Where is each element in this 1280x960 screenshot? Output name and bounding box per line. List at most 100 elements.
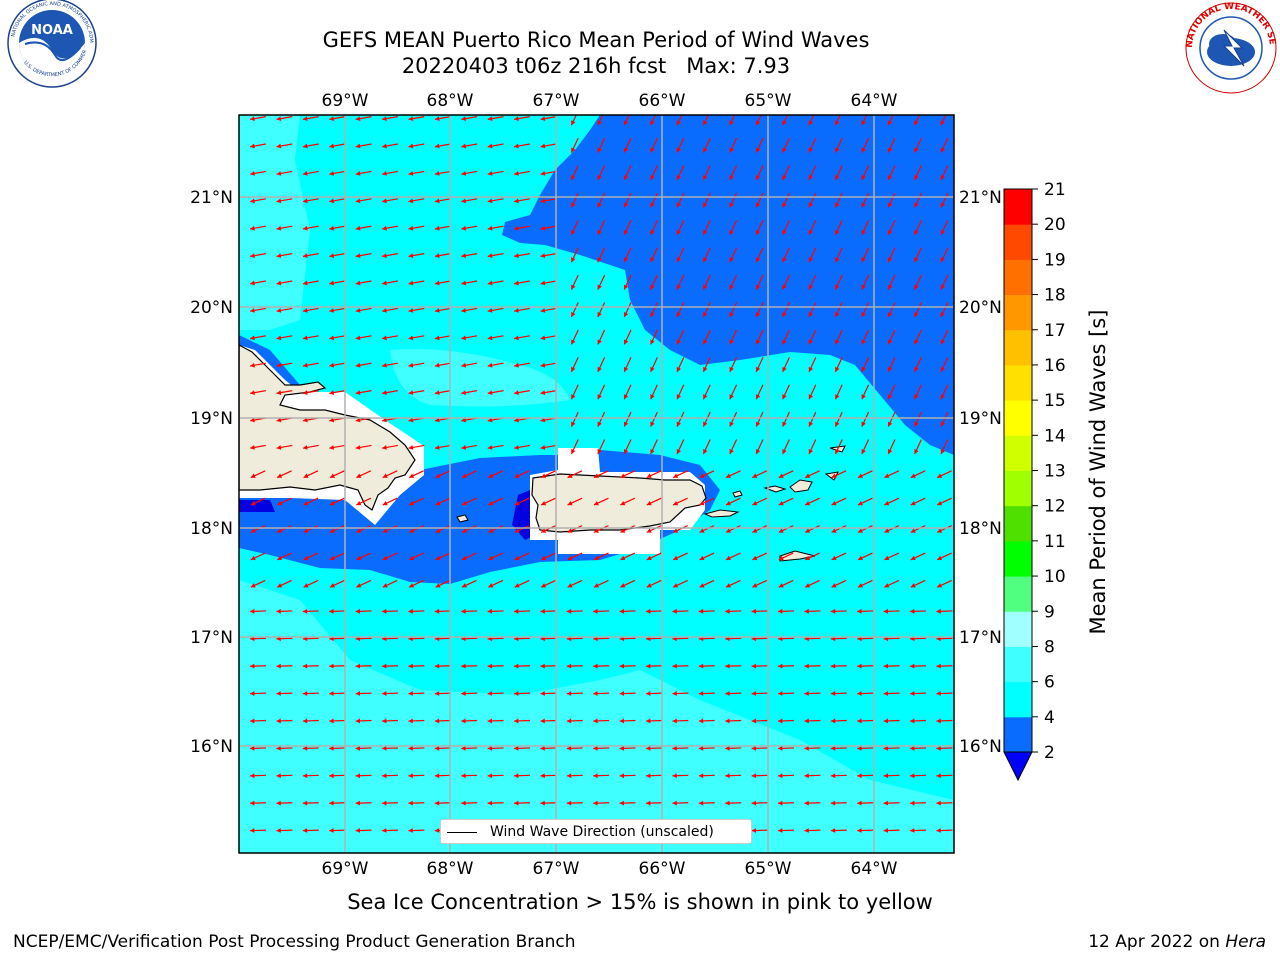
wind-wave-arrow	[857, 745, 874, 751]
wind-wave-arrow	[940, 302, 949, 318]
wind-wave-arrow	[623, 115, 630, 126]
wind-wave-arrow	[355, 691, 372, 696]
wind-wave-arrow	[461, 608, 478, 614]
wind-wave-arrow	[514, 390, 530, 395]
wind-wave-arrow	[940, 192, 949, 208]
wind-wave-arrow	[593, 608, 610, 614]
wind-wave-arrow	[777, 663, 795, 669]
wind-wave-arrow	[540, 225, 557, 231]
wind-wave-arrow	[302, 307, 319, 313]
wind-wave-arrow	[672, 773, 689, 779]
wind-wave-arrow	[382, 552, 398, 561]
wind-wave-arrow	[725, 579, 741, 588]
wind-wave-arrow	[408, 390, 425, 395]
wind-wave-arrow	[570, 165, 579, 181]
wind-wave-arrow	[909, 773, 927, 779]
wind-wave-arrow	[249, 608, 267, 614]
wind-wave-arrow	[804, 745, 821, 751]
wind-wave-arrow	[250, 198, 266, 204]
wind-wave-arrow	[884, 579, 900, 588]
wind-wave-arrow	[540, 691, 557, 696]
wind-wave-arrow	[302, 663, 319, 669]
wind-wave-arrow	[597, 329, 606, 345]
wind-wave-arrow	[645, 718, 663, 724]
wind-wave-arrow	[597, 165, 606, 181]
wind-wave-arrow	[355, 390, 372, 395]
virgin-islands-tortola	[789, 479, 813, 493]
wind-wave-arrow	[355, 280, 372, 286]
wind-wave-arrow	[940, 137, 949, 153]
wind-wave-arrow	[698, 663, 715, 669]
wind-wave-arrow	[487, 253, 504, 258]
wind-wave-arrow	[702, 411, 711, 427]
wind-wave-arrow	[567, 552, 583, 561]
wind-wave-arrow	[276, 691, 293, 696]
wind-wave-arrow	[513, 718, 531, 724]
wind-wave-arrow	[619, 773, 636, 779]
wind-wave-arrow	[329, 800, 346, 806]
wind-wave-arrow	[514, 552, 530, 561]
wind-wave-arrow	[593, 800, 610, 806]
wind-wave-arrow	[887, 411, 896, 427]
wind-wave-arrow	[650, 247, 658, 263]
colorbar-segment	[1004, 189, 1032, 225]
wind-wave-arrow	[355, 198, 372, 204]
wind-wave-arrow	[250, 335, 266, 341]
legend-line-icon	[447, 832, 477, 833]
wind-wave-arrow	[834, 165, 843, 181]
wind-wave-arrow	[487, 143, 504, 149]
wind-wave-arrow	[540, 116, 557, 121]
wind-wave-arrow	[623, 329, 632, 345]
wind-wave-arrow	[302, 828, 319, 833]
colorbar-label: Mean Period of Wind Waves [s]	[1086, 309, 1110, 635]
wind-wave-arrow	[250, 444, 266, 450]
wind-wave-arrow	[276, 116, 293, 121]
wind-wave-arrow	[834, 220, 843, 236]
wind-wave-arrow	[778, 497, 794, 506]
wind-wave-arrow	[355, 828, 372, 833]
wind-wave-arrow	[570, 247, 579, 263]
wind-wave-arrow	[540, 663, 557, 669]
colorbar-tick-label: 20	[1044, 215, 1066, 235]
wind-wave-arrow	[936, 608, 953, 614]
wind-wave-arrow	[861, 357, 870, 373]
wind-wave-arrow	[461, 280, 478, 286]
wind-wave-arrow	[834, 411, 843, 427]
wind-wave-arrow	[514, 362, 530, 368]
wind-wave-arrow	[276, 552, 292, 561]
wind-wave-arrow	[434, 362, 451, 368]
wind-wave-arrow	[381, 773, 399, 779]
wind-wave-arrow	[755, 274, 764, 290]
wind-wave-arrow	[276, 335, 293, 341]
wind-wave-arrow	[276, 608, 293, 614]
wind-wave-arrow	[883, 663, 900, 669]
colorbar-segment	[1004, 329, 1032, 366]
wind-wave-arrow	[936, 718, 953, 724]
wind-wave-arrow	[620, 552, 636, 561]
wind-wave-arrow	[329, 390, 346, 395]
wind-wave-arrow	[936, 663, 953, 669]
colorbar: 2 4 6 8 9 10 11 12 13 14 15 16 17 18 19 20 21	[1003, 180, 1066, 782]
lat-label-right: 21°N	[959, 188, 1002, 208]
wind-wave-arrow	[861, 274, 870, 290]
lon-label-bottom: 64°W	[851, 859, 898, 879]
wind-wave-arrow	[808, 137, 817, 153]
colorbar-tick-label: 11	[1044, 532, 1066, 552]
wind-wave-arrow	[887, 192, 896, 208]
colorbar-segment	[1004, 364, 1032, 401]
wind-wave-arrow	[782, 115, 789, 126]
wind-wave-arrow	[834, 439, 843, 455]
wind-wave-arrow	[699, 497, 715, 506]
colorbar-tick-label: 4	[1044, 708, 1055, 728]
wind-wave-arrow	[570, 192, 579, 208]
wind-wave-arrow	[355, 116, 372, 121]
wind-wave-arrow	[540, 608, 557, 614]
wind-wave-arrow	[276, 444, 293, 450]
wind-wave-arrow	[676, 439, 685, 455]
wind-wave-arrow	[887, 357, 896, 373]
wind-wave-arrow	[650, 411, 658, 427]
wind-wave-arrow	[834, 357, 843, 373]
lon-label-bottom: 67°W	[533, 859, 580, 879]
footer-date: 12 Apr 2022 on Hera	[1088, 932, 1266, 952]
